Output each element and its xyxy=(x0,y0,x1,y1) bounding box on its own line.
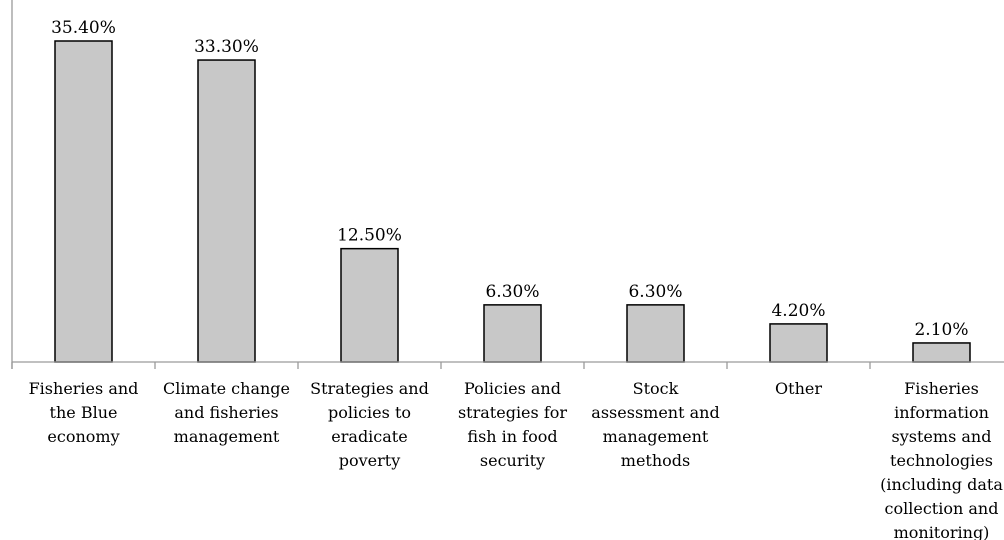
category-label-7: Fisheries information systems and technolog… xyxy=(880,379,1003,540)
category-label-3: Strategies and policies to eradicate povert… xyxy=(310,379,429,470)
category-label-5-line-1: Stock xyxy=(633,379,679,398)
category-label-4: Policies and strategies for fish in food se… xyxy=(458,379,567,470)
category-label-4-line-2: strategies for xyxy=(458,403,567,422)
value-label-2: 33.30% xyxy=(194,37,259,57)
bar-6 xyxy=(769,323,828,363)
category-label-2-line-1: Climate change xyxy=(163,379,290,398)
category-label-2-line-3: management xyxy=(174,427,280,446)
category-label-7-line-4: technologies xyxy=(890,451,993,470)
category-label-1-line-3: economy xyxy=(47,427,119,446)
category-label-5: Stock assessment and management methods xyxy=(591,379,719,470)
category-label-7-line-7: monitoring) xyxy=(894,523,990,540)
category-label-1-line-1: Fisheries and xyxy=(29,379,139,398)
value-label-1: 35.40% xyxy=(51,18,116,38)
category-label-5-line-2: assessment and xyxy=(591,403,719,422)
value-label-7: 2.10% xyxy=(914,320,968,340)
category-label-3-line-3: eradicate xyxy=(331,427,407,446)
category-label-4-line-4: security xyxy=(480,451,545,470)
category-label-3-line-2: policies to xyxy=(328,403,411,422)
category-label-1: Fisheries and the Blue economy xyxy=(29,379,139,446)
category-label-7-line-2: information xyxy=(894,403,989,422)
value-label-5: 6.30% xyxy=(628,282,682,302)
value-label-6: 4.20% xyxy=(771,301,825,321)
bar-4 xyxy=(483,304,542,363)
labels-group: 35.40% Fisheries and the Blue economy 33.30%… xyxy=(29,18,1004,540)
bar-1 xyxy=(54,40,113,363)
category-label-4-line-1: Policies and xyxy=(464,379,561,398)
category-label-6: Other xyxy=(775,379,822,398)
bar-2 xyxy=(197,59,256,363)
category-label-3-line-4: poverty xyxy=(339,451,401,470)
bar-3 xyxy=(340,247,399,363)
category-label-7-line-3: systems and xyxy=(892,427,992,446)
category-label-3-line-1: Strategies and xyxy=(310,379,429,398)
bars-group xyxy=(54,40,971,363)
value-label-4: 6.30% xyxy=(485,282,539,302)
category-label-7-line-1: Fisheries xyxy=(904,379,979,398)
category-label-7-line-5: (including data xyxy=(880,475,1003,494)
category-label-5-line-4: methods xyxy=(621,451,690,470)
category-label-6-line-1: Other xyxy=(775,379,822,398)
category-label-2: Climate change and fisheries management xyxy=(163,379,290,446)
bar-7 xyxy=(912,342,971,363)
value-label-3: 12.50% xyxy=(337,226,402,246)
category-label-1-line-2: the Blue xyxy=(50,403,118,422)
bar-5 xyxy=(626,304,685,363)
category-label-7-line-6: collection and xyxy=(885,499,999,518)
category-label-2-line-2: and fisheries xyxy=(174,403,278,422)
category-label-5-line-3: management xyxy=(603,427,709,446)
category-label-4-line-3: fish in food xyxy=(467,427,557,446)
axes-group xyxy=(11,0,1004,369)
